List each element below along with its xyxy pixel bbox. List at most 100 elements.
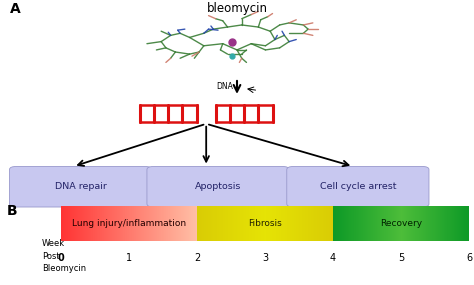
- Bar: [229, 206, 230, 241]
- Bar: [458, 206, 459, 241]
- Bar: [107, 206, 108, 241]
- Bar: [314, 206, 315, 241]
- Bar: [435, 206, 436, 241]
- Bar: [159, 206, 160, 241]
- Bar: [376, 206, 377, 241]
- Bar: [418, 206, 419, 241]
- Bar: [457, 206, 458, 241]
- FancyBboxPatch shape: [147, 166, 289, 207]
- Bar: [311, 206, 312, 241]
- Bar: [371, 206, 372, 241]
- Bar: [426, 206, 427, 241]
- Bar: [130, 206, 131, 241]
- Bar: [260, 206, 261, 241]
- Bar: [261, 206, 262, 241]
- Bar: [357, 206, 358, 241]
- Bar: [433, 206, 434, 241]
- Text: 2: 2: [194, 253, 200, 263]
- Bar: [363, 206, 364, 241]
- Bar: [385, 206, 386, 241]
- Bar: [257, 206, 258, 241]
- Bar: [223, 206, 224, 241]
- Bar: [430, 206, 431, 241]
- Bar: [217, 206, 218, 241]
- Bar: [425, 206, 426, 241]
- Bar: [445, 206, 446, 241]
- Bar: [402, 206, 403, 241]
- Bar: [85, 206, 86, 241]
- Bar: [391, 206, 392, 241]
- Bar: [442, 206, 443, 241]
- Bar: [177, 206, 178, 241]
- Bar: [441, 206, 442, 241]
- Bar: [193, 206, 194, 241]
- Bar: [341, 206, 342, 241]
- Bar: [443, 206, 444, 241]
- Bar: [413, 206, 414, 241]
- Bar: [454, 206, 455, 241]
- Text: 0: 0: [57, 253, 64, 263]
- Bar: [288, 206, 289, 241]
- Bar: [250, 206, 251, 241]
- Bar: [231, 206, 232, 241]
- Bar: [439, 206, 440, 241]
- Bar: [150, 206, 151, 241]
- Bar: [468, 206, 469, 241]
- Bar: [270, 206, 271, 241]
- Bar: [156, 206, 157, 241]
- Bar: [134, 206, 135, 241]
- Bar: [313, 206, 314, 241]
- Bar: [163, 206, 164, 241]
- Bar: [78, 206, 79, 241]
- Bar: [103, 206, 104, 241]
- Bar: [210, 206, 211, 241]
- Bar: [158, 206, 159, 241]
- Bar: [240, 206, 241, 241]
- FancyBboxPatch shape: [287, 166, 429, 207]
- Bar: [141, 206, 142, 241]
- Bar: [129, 206, 130, 241]
- Bar: [200, 206, 201, 241]
- Bar: [228, 206, 229, 241]
- Bar: [142, 206, 143, 241]
- Bar: [405, 206, 406, 241]
- Bar: [383, 206, 384, 241]
- Bar: [327, 206, 328, 241]
- Bar: [434, 206, 435, 241]
- Bar: [308, 206, 309, 241]
- Bar: [255, 206, 256, 241]
- Bar: [191, 206, 192, 241]
- Bar: [381, 206, 382, 241]
- Text: Lung injury/inflammation: Lung injury/inflammation: [72, 219, 186, 228]
- Bar: [119, 206, 120, 241]
- Bar: [133, 206, 134, 241]
- Bar: [222, 206, 223, 241]
- Bar: [89, 206, 90, 241]
- Bar: [317, 206, 318, 241]
- Bar: [296, 206, 297, 241]
- Bar: [173, 206, 174, 241]
- Bar: [304, 206, 305, 241]
- Bar: [145, 206, 146, 241]
- Bar: [319, 206, 320, 241]
- Bar: [73, 206, 74, 241]
- Bar: [74, 206, 75, 241]
- Bar: [403, 206, 404, 241]
- Bar: [188, 206, 189, 241]
- Bar: [438, 206, 439, 241]
- Bar: [291, 206, 292, 241]
- Bar: [164, 206, 165, 241]
- Bar: [375, 206, 376, 241]
- Bar: [115, 206, 116, 241]
- Bar: [298, 206, 299, 241]
- Bar: [152, 206, 153, 241]
- Bar: [111, 206, 112, 241]
- Bar: [429, 206, 430, 241]
- Bar: [169, 206, 170, 241]
- Bar: [109, 206, 110, 241]
- Bar: [63, 206, 64, 241]
- Bar: [135, 206, 136, 241]
- Bar: [183, 206, 184, 241]
- Bar: [321, 206, 322, 241]
- Bar: [393, 206, 394, 241]
